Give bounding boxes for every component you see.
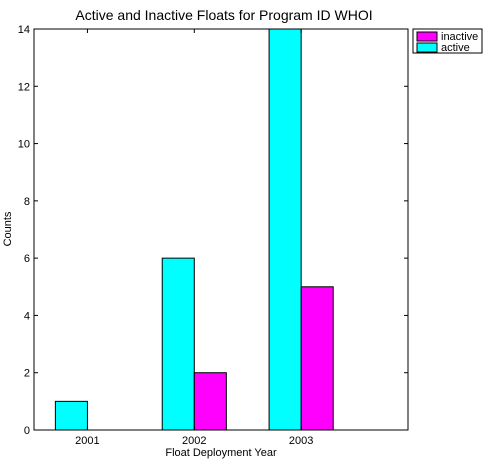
y-axis-label: Counts (2, 211, 14, 246)
x-tick-label: 2003 (289, 435, 313, 447)
y-tick-label: 8 (24, 196, 30, 208)
x-axis-ticks: 2001 2002 2003 (75, 29, 313, 447)
bar-active-2002 (161, 257, 195, 431)
legend-swatch-active (416, 42, 438, 53)
x-tick-label: 2001 (75, 435, 99, 447)
y-tick-label: 6 (24, 253, 30, 265)
y-tick-label: 10 (18, 139, 30, 151)
legend-label-inactive: inactive (441, 31, 478, 43)
y-axis-ticks: 0 2 4 6 8 10 12 14 (18, 24, 408, 437)
y-tick-label: 2 (24, 368, 30, 380)
legend-swatch-inactive (416, 31, 438, 42)
x-tick-label: 2002 (182, 435, 206, 447)
bar-inactive-2003 (300, 286, 334, 431)
y-tick-label: 4 (24, 310, 30, 322)
legend-label-active: active (441, 42, 470, 54)
x-axis-label: Float Deployment Year (165, 447, 277, 459)
bar-active-2001 (54, 400, 88, 431)
bar-inactive-2002 (193, 372, 227, 431)
plot-area (33, 28, 409, 431)
chart-title: Active and Inactive Floats for Program I… (75, 7, 372, 23)
y-tick-label: 12 (18, 81, 30, 93)
bars (54, 28, 334, 431)
y-tick-label: 14 (18, 24, 30, 36)
bar-active-2003 (268, 28, 302, 431)
y-tick-label: 0 (24, 425, 30, 437)
plot-frame (33, 28, 409, 431)
